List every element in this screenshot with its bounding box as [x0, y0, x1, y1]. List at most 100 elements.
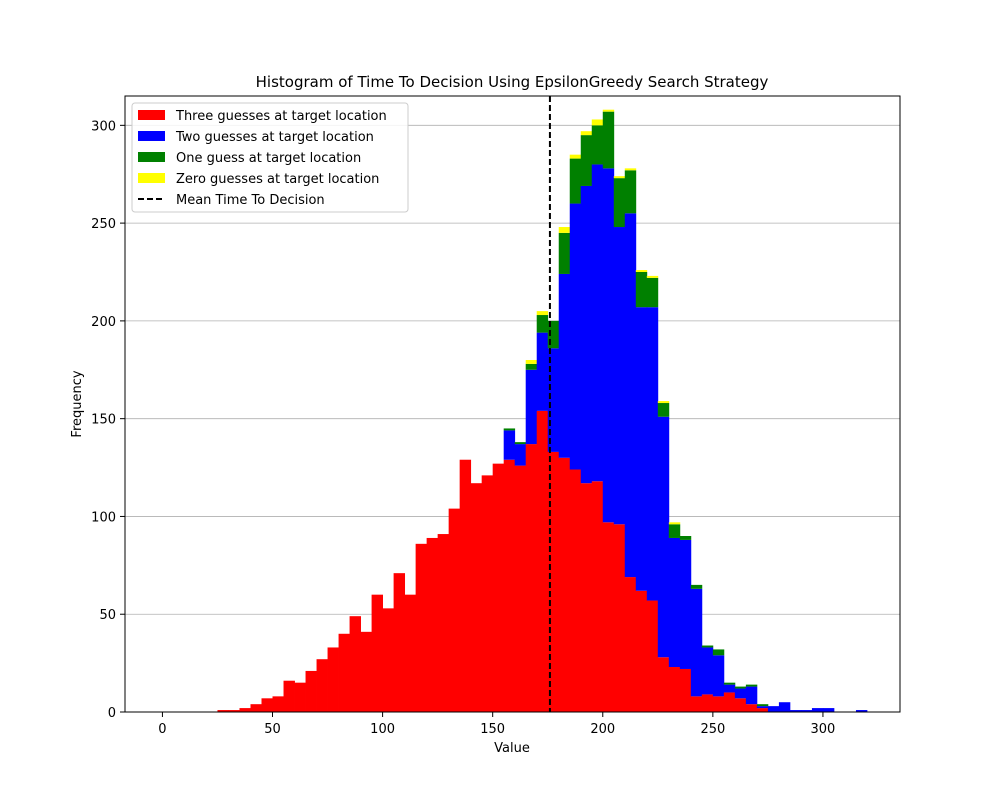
- bar-segment: [316, 659, 328, 712]
- bar-segment: [613, 227, 626, 525]
- legend-label: Zero guesses at target location: [176, 172, 379, 187]
- bar-segment: [283, 680, 295, 712]
- bar-segment: [668, 537, 681, 668]
- bar-segment: [723, 682, 736, 685]
- bar-segment: [723, 684, 736, 693]
- bar-segment: [613, 178, 626, 228]
- bar-segment: [646, 307, 659, 601]
- bar-segment: [294, 682, 306, 712]
- bar-segment: [239, 708, 251, 712]
- bar-segment: [250, 704, 262, 712]
- bar-segment: [558, 232, 571, 274]
- bar-segment: [657, 657, 670, 712]
- bar-segment: [723, 692, 736, 712]
- bar-segment: [668, 522, 681, 525]
- legend-swatch: [138, 110, 165, 120]
- bar-segment: [580, 483, 593, 712]
- x-axis-label: Value: [494, 741, 530, 756]
- y-tick-label: 300: [91, 119, 116, 134]
- bar-segment: [525, 360, 538, 364]
- y-tick-label: 150: [91, 413, 116, 428]
- bar-segment: [503, 459, 516, 712]
- bar-segment: [503, 430, 516, 460]
- bar-segment: [602, 168, 615, 523]
- bar-segment: [558, 273, 571, 458]
- bar-segment: [679, 668, 692, 712]
- bar-segment: [745, 704, 758, 712]
- bar-segment: [272, 696, 284, 712]
- bar-segment: [789, 710, 802, 712]
- histogram-bars: [217, 109, 868, 712]
- bar-segment: [327, 647, 339, 712]
- y-axis-label: Frequency: [70, 370, 85, 437]
- bar-segment: [734, 686, 747, 689]
- bar-segment: [591, 119, 604, 126]
- bar-segment: [635, 272, 648, 308]
- bar-segment: [558, 227, 571, 233]
- x-tick-label: 200: [590, 722, 615, 737]
- bar-segment: [580, 185, 593, 484]
- bar-segment: [679, 536, 692, 540]
- bar-segment: [690, 696, 703, 712]
- bar-segment: [514, 444, 527, 466]
- bar-segment: [382, 608, 395, 712]
- x-axis-ticks: 0 50 100 150 200 250 300: [158, 712, 835, 737]
- bar-segment: [338, 633, 350, 712]
- bar-segment: [514, 442, 527, 445]
- bar-segment: [811, 708, 824, 712]
- bar-segment: [624, 213, 637, 578]
- bar-segment: [657, 401, 670, 404]
- legend-label: Two guesses at target location: [175, 130, 374, 145]
- bar-segment: [448, 508, 461, 712]
- bar-segment: [393, 573, 406, 712]
- bar-segment: [822, 708, 835, 712]
- bar-segment: [591, 481, 604, 712]
- bar-segment: [635, 590, 648, 712]
- legend: Three guesses at target location Two gues…: [131, 102, 409, 213]
- bar-segment: [635, 307, 648, 591]
- legend-swatch: [138, 152, 165, 162]
- plot-frame: [124, 95, 901, 713]
- chart-title: Histogram of Time To Decision Using Epsi…: [256, 73, 769, 91]
- bar-segment: [745, 684, 758, 687]
- bar-segment: [613, 524, 626, 712]
- bar-segment: [756, 708, 769, 712]
- bar-segment: [734, 698, 747, 712]
- y-tick-label: 200: [91, 315, 116, 330]
- bar-segment: [602, 111, 615, 169]
- bar-segment: [305, 670, 317, 712]
- bar-segment: [690, 588, 703, 697]
- bar-segment: [679, 539, 692, 669]
- bar-segment: [668, 667, 681, 712]
- legend-label: Three guesses at target location: [175, 109, 387, 124]
- bar-segment: [547, 451, 560, 712]
- bar-segment: [712, 655, 725, 697]
- bar-segment: [712, 696, 725, 712]
- y-tick-label: 0: [108, 706, 116, 721]
- bar-segment: [525, 369, 538, 445]
- bar-segment: [569, 469, 582, 712]
- bar-segment: [558, 457, 571, 712]
- bar-segment: [536, 410, 549, 712]
- bar-segment: [701, 647, 714, 695]
- bar-segment: [525, 363, 538, 370]
- bar-segment: [415, 543, 428, 712]
- bar-segment: [349, 616, 361, 712]
- x-tick-label: 250: [700, 722, 725, 737]
- bar-segment: [569, 154, 582, 159]
- bar-segment: [602, 522, 615, 712]
- bar-segment: [580, 131, 593, 136]
- bar-segment: [701, 694, 714, 712]
- bar-segment: [470, 483, 483, 712]
- bar-segment: [591, 164, 604, 482]
- bar-segment: [459, 459, 472, 712]
- bar-segment: [668, 524, 681, 538]
- x-tick-label: 50: [264, 722, 281, 737]
- bar-segment: [778, 702, 791, 712]
- bar-segment: [525, 444, 538, 712]
- bar-segment: [734, 688, 747, 699]
- bar-segment: [261, 698, 273, 712]
- x-tick-label: 150: [480, 722, 505, 737]
- bar-segment: [492, 463, 505, 712]
- bar-segment: [591, 125, 604, 165]
